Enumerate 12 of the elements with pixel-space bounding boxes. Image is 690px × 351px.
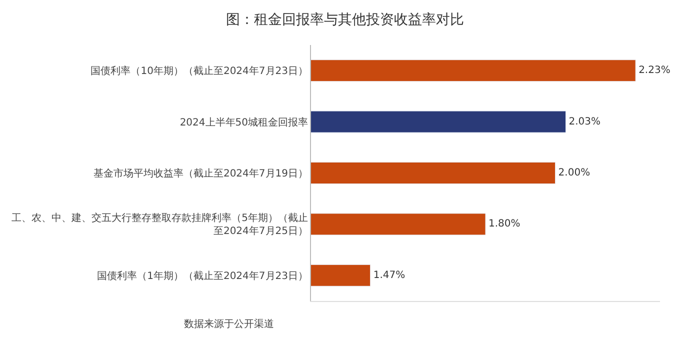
- text: 数据来源于公开渠道: [184, 318, 274, 330]
- data-label: 1.80%: [488, 218, 520, 230]
- data-label: 2.00%: [558, 168, 590, 178]
- y-tick-label: 工、农、中、建、交五大行整存整取存款挂牌利率（5年期）（截止至2024年7月25日）: [12, 212, 308, 238]
- y-tick-label: 国债利率（10年期）（截止至2024年7月23日）: [90, 65, 308, 78]
- y-tick-label: 国债利率（1年期）（截止至2024年7月23日）: [97, 270, 308, 282]
- data-label: 2.23%: [638, 65, 670, 76]
- data-label: 2.03%: [568, 116, 601, 128]
- y-tick-label: 2024上半年50城租金回报率: [180, 116, 308, 128]
- data-label: 1.47%: [373, 270, 406, 281]
- chart-title: 图：租金回报率与其他投资收益率对比: [226, 12, 464, 28]
- y-tick-label: 基金市场平均收益率（截止至2024年7月19日）: [93, 168, 308, 180]
